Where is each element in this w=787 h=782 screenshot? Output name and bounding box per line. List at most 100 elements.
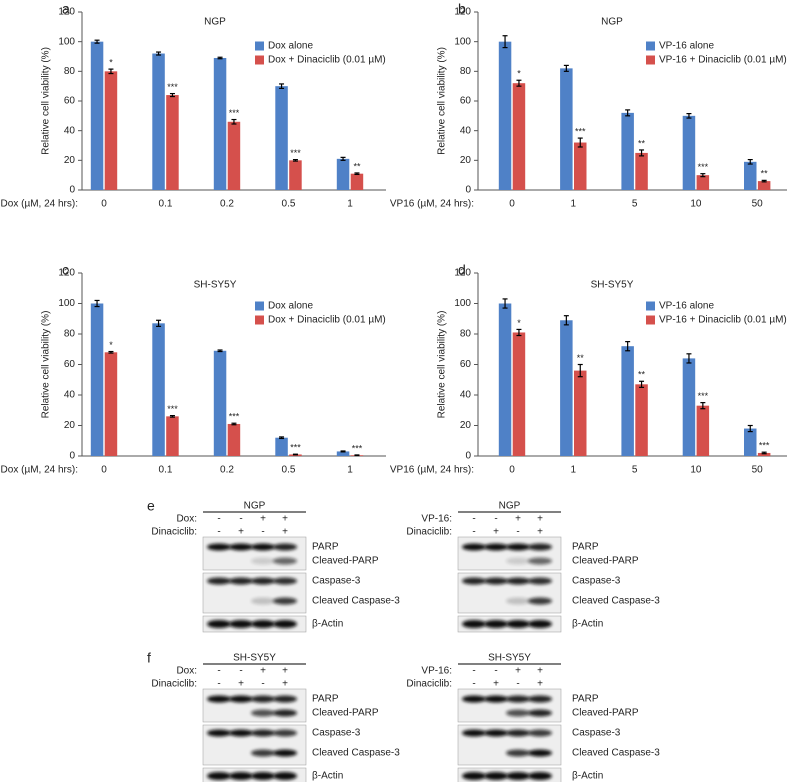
chart: c SH-SY5Y Relative cell viability (%) Dox (… xyxy=(1,262,386,476)
error-bar xyxy=(686,113,692,119)
band xyxy=(273,577,297,585)
error-bar xyxy=(340,450,346,453)
band xyxy=(528,772,552,780)
band xyxy=(229,543,253,551)
blot-strip xyxy=(457,688,562,723)
dinaciclib-label: Dinaciclib: xyxy=(406,679,452,690)
sign: + xyxy=(260,514,266,525)
y-tick-label: 40 xyxy=(64,125,76,136)
x-tick-label: 0 xyxy=(509,465,515,476)
chart: a NGP Relative cell viability (%) Dox (µM, … xyxy=(1,1,386,210)
legend-swatch xyxy=(646,41,655,51)
band xyxy=(462,729,486,737)
blot-strip xyxy=(202,688,307,723)
bar xyxy=(574,370,587,456)
band-label: Cleaved-PARP xyxy=(312,708,379,719)
chart-title: NGP xyxy=(204,17,226,28)
band-label: Cleaved Caspase-3 xyxy=(572,748,660,759)
band xyxy=(229,729,253,737)
band xyxy=(251,729,275,737)
bar xyxy=(560,320,573,456)
sign: - xyxy=(494,514,497,525)
error-bar xyxy=(577,137,583,148)
band-label: Cleaved Caspase-3 xyxy=(572,596,660,607)
band xyxy=(528,543,552,551)
band xyxy=(251,557,275,565)
x-tick-label: 5 xyxy=(632,465,638,476)
band xyxy=(207,543,231,551)
band-label: β-Actin xyxy=(312,771,343,782)
drug-label: Dox: xyxy=(176,514,197,525)
band xyxy=(251,709,275,717)
significance: *** xyxy=(167,82,178,92)
x-tick-label: 5 xyxy=(632,199,638,210)
band xyxy=(528,749,552,757)
band-label: β-Actin xyxy=(572,619,603,630)
y-tick-label: 20 xyxy=(64,155,76,166)
significance: ** xyxy=(353,161,361,171)
sign: + xyxy=(282,527,288,538)
band xyxy=(251,620,275,628)
error-bar xyxy=(577,363,583,378)
western-blot: SH-SY5Y VP-16: Dinaciclib: - - + + - + - + PARP Clea… xyxy=(406,653,660,782)
band xyxy=(506,749,530,757)
significance: ** xyxy=(577,353,585,363)
y-tick-label: 80 xyxy=(64,66,76,77)
bar xyxy=(336,158,350,190)
significance: *** xyxy=(759,441,770,451)
x-tick-label: 0 xyxy=(101,465,107,476)
sign: + xyxy=(238,679,244,690)
y-tick-label: 120 xyxy=(454,268,471,279)
significance: *** xyxy=(698,162,709,172)
bar xyxy=(574,142,587,190)
panel-label: d xyxy=(458,262,466,278)
blot-strip xyxy=(457,536,562,571)
cell-line: SH-SY5Y xyxy=(233,653,276,664)
panel-label: f xyxy=(147,650,151,666)
band xyxy=(484,772,508,780)
significance: ** xyxy=(761,169,769,179)
band xyxy=(207,577,231,585)
chart: d SH-SY5Y Relative cell viability (%) VP16 … xyxy=(390,262,787,476)
legend-label: Dox + Dinaciclib (0.01 µM) xyxy=(268,55,386,66)
bar xyxy=(696,175,710,190)
legend-label: Dox alone xyxy=(268,41,313,52)
band xyxy=(251,543,275,551)
panel-label: a xyxy=(62,1,70,17)
bar xyxy=(682,115,696,190)
legend-swatch xyxy=(255,301,264,311)
error-bar xyxy=(340,156,346,161)
error-bar xyxy=(94,299,100,308)
band xyxy=(506,620,530,628)
error-bar xyxy=(761,179,767,183)
sign: + xyxy=(515,514,521,525)
band xyxy=(506,557,530,565)
band xyxy=(528,577,552,585)
bar xyxy=(90,41,104,190)
significance: *** xyxy=(290,443,301,453)
band xyxy=(484,543,508,551)
y-axis-label: Relative cell viability (%) xyxy=(437,47,448,155)
significance: * xyxy=(109,340,113,350)
band xyxy=(229,577,253,585)
bar xyxy=(104,71,118,190)
x-axis-label: VP16 (µM, 24 hrs): xyxy=(390,199,474,210)
significance: * xyxy=(517,318,521,328)
band xyxy=(207,772,231,780)
significance: ** xyxy=(638,138,646,148)
y-tick-label: 20 xyxy=(64,420,76,431)
error-bar xyxy=(156,51,162,56)
band xyxy=(528,709,552,717)
western-blot: NGP VP-16: Dinaciclib: - - + + - + - + PARP Cleaved-… xyxy=(406,501,660,633)
bar xyxy=(289,160,302,190)
band xyxy=(207,695,231,703)
error-bar xyxy=(747,158,753,165)
band xyxy=(273,597,297,605)
band xyxy=(207,620,231,628)
chart-title: NGP xyxy=(601,17,623,28)
legend-label: VP-16 alone xyxy=(659,301,714,312)
sign: - xyxy=(516,527,519,538)
band xyxy=(506,597,530,605)
error-bar xyxy=(94,39,100,44)
